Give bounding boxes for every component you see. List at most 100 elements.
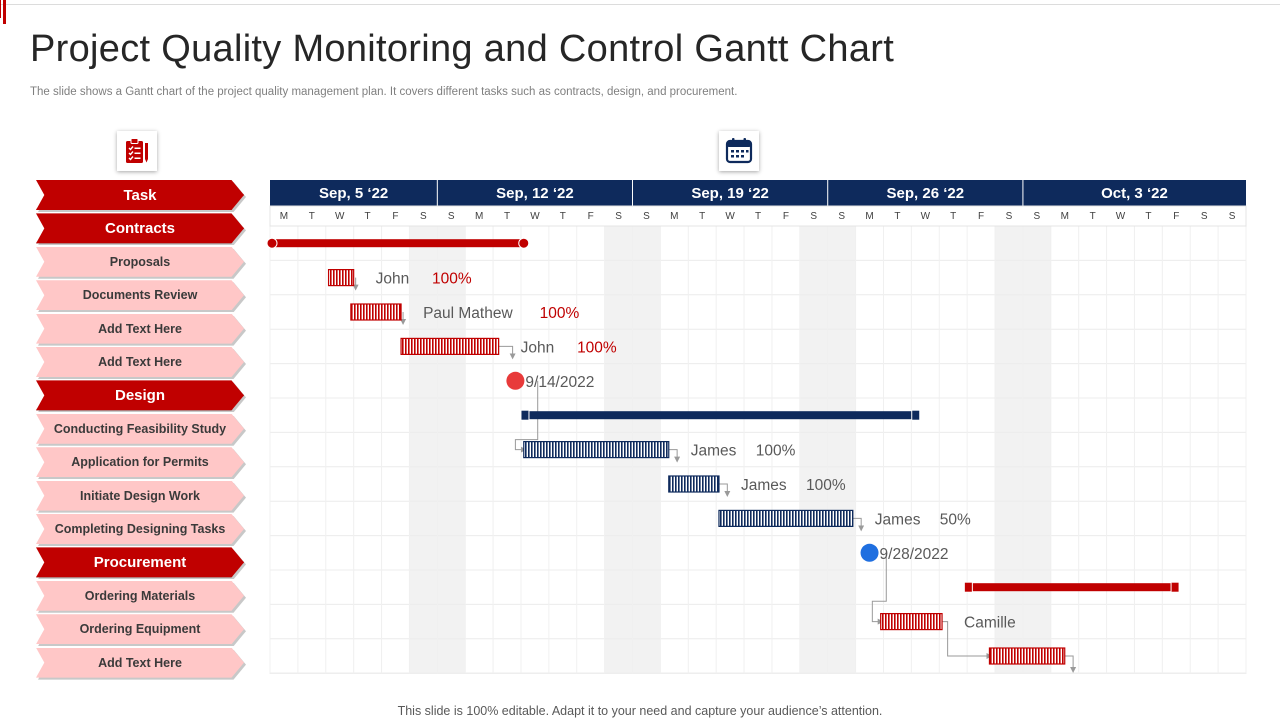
- summary-cap: [963, 581, 973, 593]
- dependency-connector: [514, 380, 539, 453]
- task-group-header: Design: [36, 380, 244, 411]
- calendar-icon: [719, 131, 759, 171]
- task-bar: [880, 612, 943, 631]
- summary-cap: [1170, 581, 1180, 593]
- dependency-connector: [871, 552, 887, 625]
- summary-cap: [911, 409, 921, 421]
- day-label: F: [392, 211, 398, 222]
- assignee-label: James: [741, 477, 787, 494]
- assignee-label: Camille: [964, 615, 1016, 632]
- progress-label: 100%: [540, 305, 580, 322]
- day-label: S: [615, 211, 622, 222]
- assignee-label: Paul Mathew: [423, 305, 513, 322]
- footer-note: This slide is 100% editable. Adapt it to…: [397, 704, 883, 718]
- day-label: W: [921, 211, 931, 222]
- task-row-label: Documents Review: [36, 280, 244, 311]
- assignee-label: James: [875, 511, 921, 528]
- week-label: Sep, 19 ‘22: [691, 185, 769, 202]
- corner-accent-thin: [0, 0, 1, 18]
- milestone-dot: [506, 371, 525, 390]
- clipboard-icon: [117, 131, 157, 171]
- weekend-shade: [995, 226, 1023, 674]
- day-label: T: [755, 211, 761, 222]
- day-label: W: [530, 211, 540, 222]
- week-label: Sep, 12 ‘22: [496, 185, 574, 202]
- day-label: T: [365, 211, 371, 222]
- day-label: F: [978, 211, 984, 222]
- progress-label: 100%: [432, 271, 472, 288]
- day-label: M: [865, 211, 873, 222]
- day-label: S: [1034, 211, 1041, 222]
- task-row-label: Completing Designing Tasks: [36, 514, 244, 544]
- task-row-label: Add Text Here: [36, 347, 244, 377]
- week-label: Oct, 3 ‘22: [1101, 185, 1168, 202]
- day-label: W: [1116, 211, 1126, 222]
- day-label: T: [699, 211, 705, 222]
- milestone-date: 9/14/2022: [525, 374, 594, 391]
- summary-bar: [964, 583, 1180, 592]
- day-header-bg: [269, 205, 1247, 227]
- day-label: S: [1006, 211, 1013, 222]
- weekend-shade: [799, 226, 828, 674]
- dependency-connector: [668, 449, 681, 463]
- summary-bar: [520, 411, 920, 420]
- day-label: S: [643, 211, 650, 222]
- weekend-shade: [437, 226, 466, 674]
- summary-cap: [518, 237, 530, 249]
- day-label: S: [810, 211, 817, 222]
- day-label: T: [1090, 211, 1096, 222]
- day-label: S: [1201, 211, 1208, 222]
- day-label: F: [1173, 211, 1179, 222]
- day-label: M: [1061, 211, 1069, 222]
- dependency-connector: [498, 345, 516, 360]
- day-label: W: [335, 211, 345, 222]
- top-divider: [0, 4, 1280, 5]
- dependency-connector: [718, 483, 731, 497]
- milestone-dot: [860, 543, 879, 562]
- week-label: Sep, 26 ‘22: [887, 185, 965, 202]
- weekend-shade: [409, 226, 438, 674]
- day-label: S: [1229, 211, 1236, 222]
- day-label: S: [420, 211, 427, 222]
- day-label: M: [670, 211, 678, 222]
- summary-cap: [520, 409, 530, 421]
- task-row-label: Conducting Feasibility Study: [36, 413, 244, 444]
- task-row-label: Ordering Equipment: [36, 614, 244, 645]
- day-label: S: [838, 211, 845, 222]
- task-bar: [668, 475, 720, 493]
- task-bar: [350, 303, 402, 321]
- task-row-label: Ordering Materials: [36, 580, 244, 611]
- day-label: F: [783, 211, 789, 222]
- gantt-chart: Sep, 5 ‘22 Sep, 12 ‘22 Sep, 19 ‘22 Sep, 26 …: [266, 180, 1247, 674]
- summary-bar: [270, 239, 524, 248]
- day-label: S: [448, 211, 455, 222]
- task-row-label: Application for Permits: [36, 447, 244, 478]
- dependency-connector: [942, 621, 993, 659]
- week-label: Sep, 5 ‘22: [319, 185, 388, 202]
- page-title: Project Quality Monitoring and Control G…: [30, 28, 895, 70]
- day-label: T: [560, 211, 566, 222]
- day-label: M: [280, 211, 288, 222]
- day-label: T: [894, 211, 900, 222]
- progress-label: 100%: [577, 339, 617, 356]
- task-bar: [523, 441, 670, 459]
- day-label: W: [725, 211, 735, 222]
- assignee-label: James: [691, 443, 737, 460]
- assignee-label: John: [521, 339, 555, 356]
- summary-cap: [266, 237, 278, 249]
- dependency-connector: [852, 517, 865, 532]
- task-row-label: Add Text Here: [36, 313, 244, 344]
- task-bar: [988, 647, 1066, 665]
- corner-accent: [3, 0, 6, 24]
- assignee-label: John: [376, 271, 410, 288]
- day-label: T: [309, 211, 315, 222]
- task-row-label: Proposals: [36, 246, 244, 277]
- week-header-bg: [270, 180, 1246, 206]
- task-bar: [327, 269, 355, 287]
- weekend-shade: [1022, 226, 1051, 674]
- task-bar: [400, 337, 500, 355]
- task-group-header: Contracts: [36, 213, 244, 244]
- day-label: F: [588, 211, 594, 222]
- day-label: T: [1145, 211, 1151, 222]
- progress-label: 50%: [940, 511, 971, 528]
